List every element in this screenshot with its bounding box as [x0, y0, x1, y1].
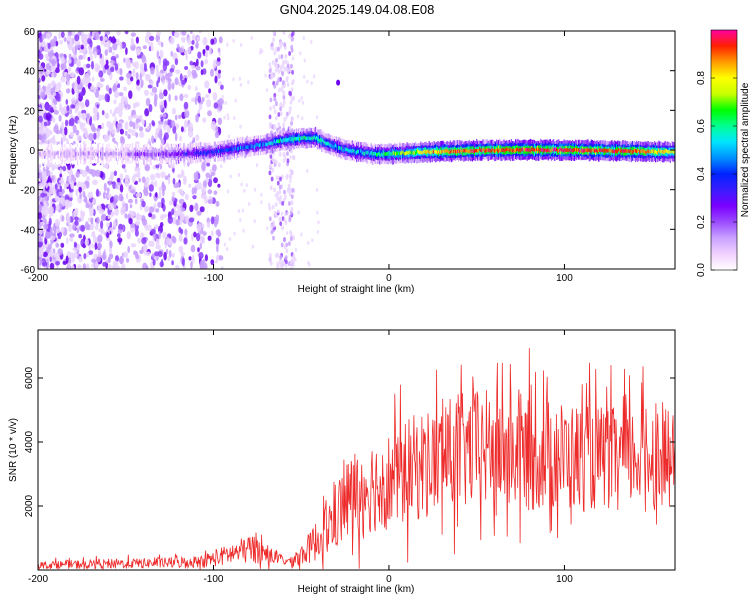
colorbar-label: Normalized spectral amplitude	[740, 82, 750, 217]
snr-x-ticks: -200 -100 0 100	[28, 330, 573, 585]
colorbar-tick-label: 0.0	[696, 263, 707, 277]
snr-frame	[37, 329, 676, 571]
spectrogram-y-tick-label: 20	[24, 106, 36, 117]
spectrogram-x-tick-label: -200	[28, 273, 48, 284]
snr-x-tick-label: -200	[28, 574, 48, 585]
figure-title: GN04.2025.149.04.08.E08	[280, 2, 435, 17]
snr-y-tick-label: 4000	[24, 430, 35, 453]
spectrogram-y-label: Frequency (Hz)	[8, 116, 19, 185]
spectrogram-y-tick-label: 40	[24, 67, 36, 78]
spectrogram-x-tick-label: 0	[386, 273, 392, 284]
spectrogram-noise	[38, 31, 341, 269]
spectrogram-x-tick-label: 100	[556, 273, 573, 284]
snr-y-ticks: 2000 4000 6000	[24, 366, 675, 517]
spectrogram-x-ticks: -200 -100 0 100	[28, 31, 573, 284]
spectrogram-x-tick-label: -100	[203, 273, 223, 284]
snr-y-label: SNR (10 * v/v)	[8, 418, 19, 482]
colorbar-tick-label: 0.2	[696, 215, 707, 229]
snr-panel: -200 -100 0 100 2000 4000 6000 Height of stra…	[8, 329, 676, 595]
snr-y-tick-label: 6000	[24, 366, 35, 389]
spectrogram-heatmap	[38, 31, 675, 269]
spectrogram-y-tick-label: -20	[21, 186, 36, 197]
snr-series-line	[38, 348, 675, 570]
colorbar-ticks: 0.0 0.2 0.4 0.6 0.8	[696, 71, 737, 277]
snr-x-tick-label: 0	[386, 574, 392, 585]
spectrogram-y-tick-label: 60	[24, 27, 36, 38]
snr-y-tick-label: 2000	[24, 494, 35, 517]
spectrogram-y-ticks: -60 -40 -20 0 20 40 60	[21, 27, 675, 276]
spectrogram-y-tick-label: 0	[29, 146, 35, 157]
colorbar-gradient	[710, 29, 738, 271]
snr-x-tick-label: -100	[203, 574, 223, 585]
colorbar: 0.0 0.2 0.4 0.6 0.8 Normalized spectral ampl…	[696, 29, 750, 277]
spectrogram-y-tick-label: -60	[21, 265, 36, 276]
spectrogram-y-tick-label: -40	[21, 225, 36, 236]
snr-x-label: Height of straight line (km)	[298, 584, 415, 595]
colorbar-tick-label: 0.6	[696, 119, 707, 133]
snr-plot	[38, 348, 675, 570]
colorbar-tick-label: 0.8	[696, 71, 707, 85]
spectrogram-trace	[38, 126, 675, 166]
spectrogram-x-label: Height of straight line (km)	[298, 284, 415, 295]
colorbar-tick-label: 0.4	[696, 167, 707, 181]
snr-x-tick-label: 100	[556, 574, 573, 585]
